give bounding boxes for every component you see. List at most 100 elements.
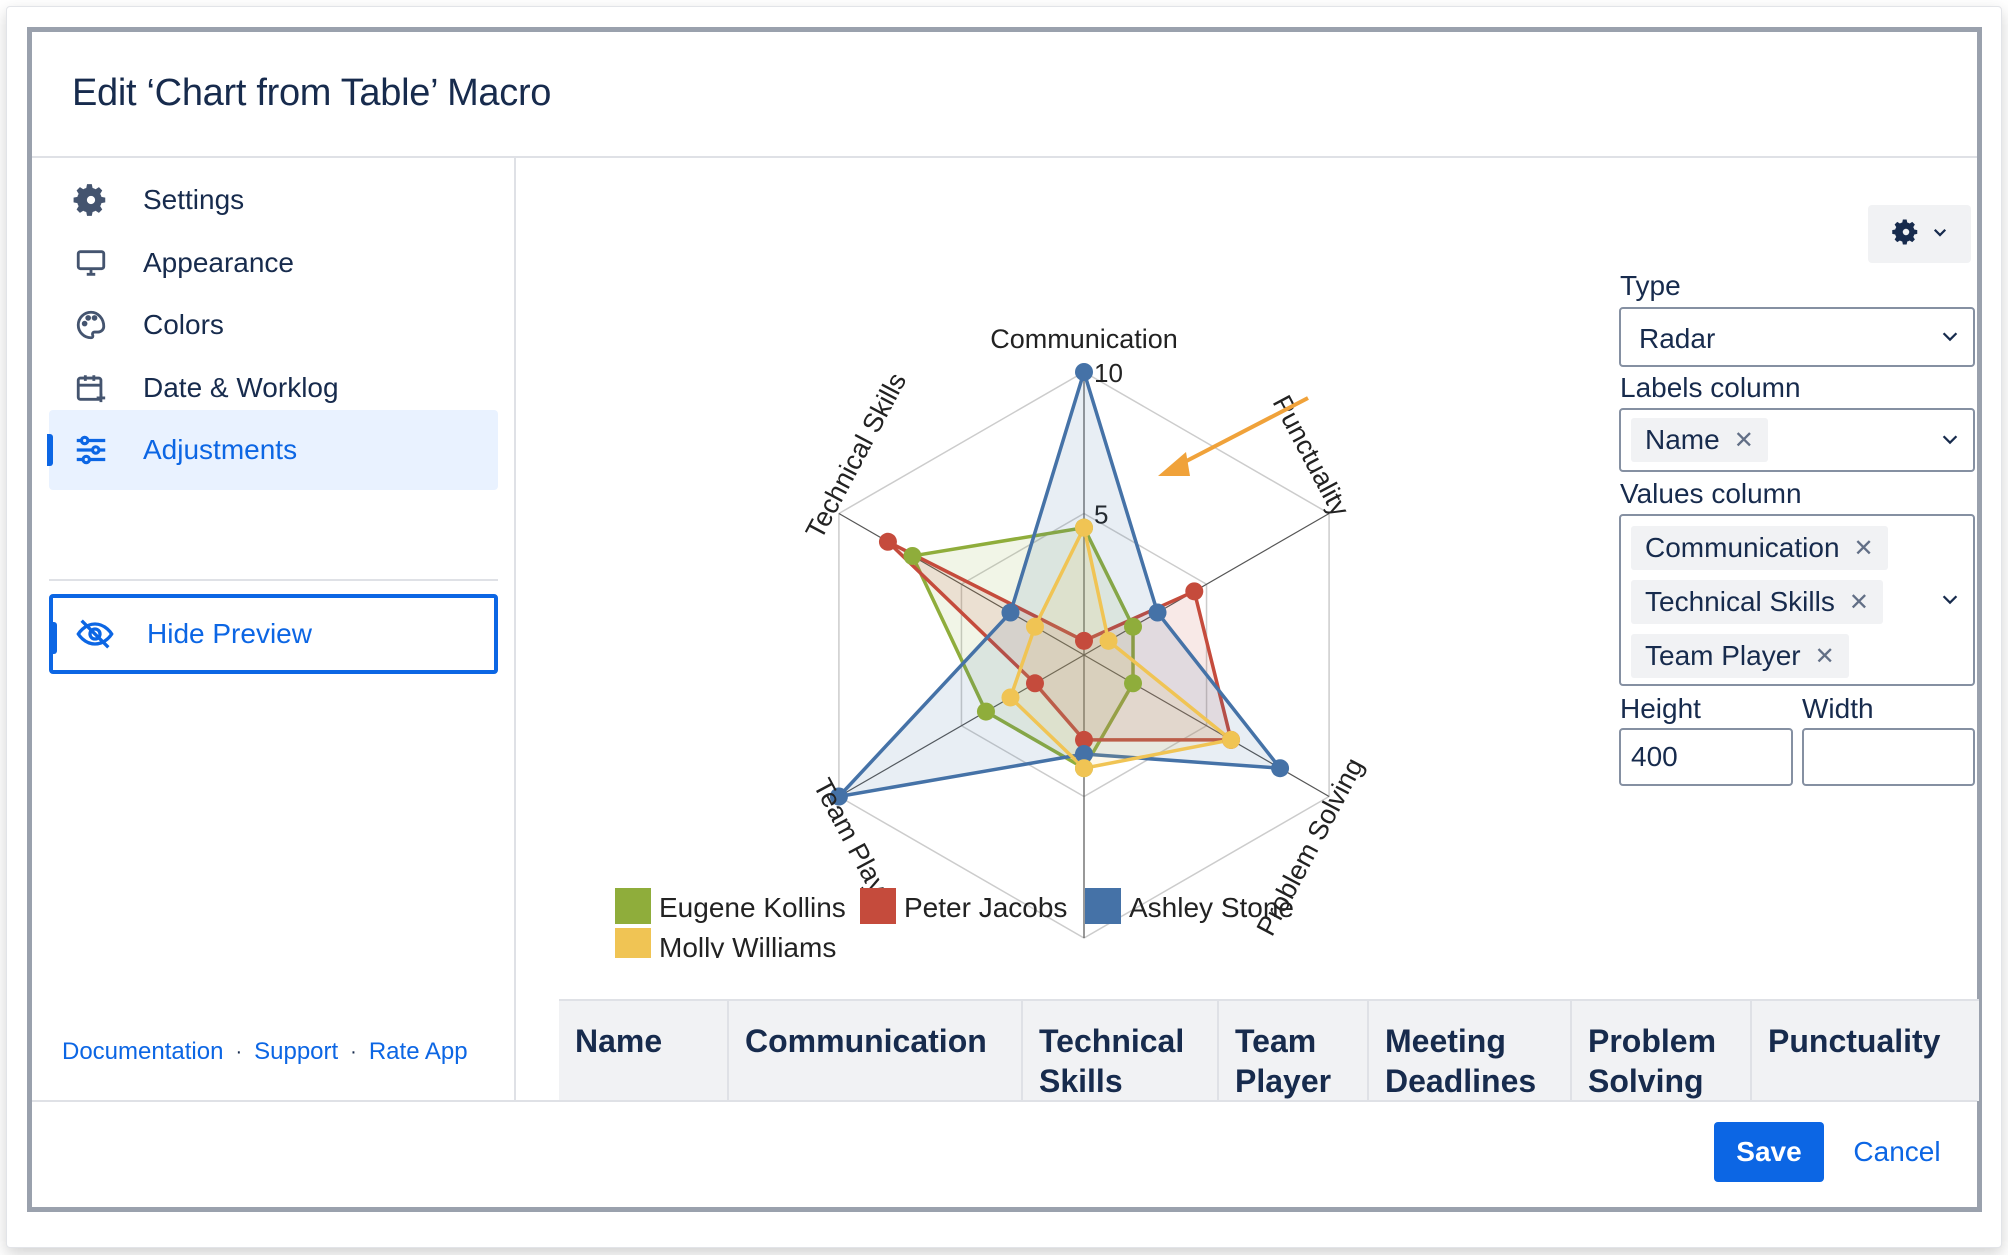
chart-settings-dropdown[interactable] — [1868, 205, 1971, 263]
sidebar-item-settings[interactable]: Settings — [49, 160, 498, 240]
gear-icon — [1891, 217, 1921, 252]
rate-app-link[interactable]: Rate App — [368, 1038, 468, 1065]
data-point — [1124, 617, 1143, 636]
data-point — [976, 702, 995, 721]
monitor-icon — [69, 241, 113, 285]
data-point — [1025, 617, 1044, 636]
tag-label: Name — [1645, 424, 1720, 455]
legend-swatch — [860, 888, 896, 924]
chevron-down-icon — [1939, 428, 1961, 455]
tag-communication: Communication ✕ — [1631, 526, 1888, 570]
axis-label: Communication — [990, 324, 1178, 354]
sidebar-item-date-worklog[interactable]: Date & Worklog — [49, 348, 498, 428]
legend-swatch — [615, 888, 651, 924]
calendar-plus-icon — [69, 366, 113, 410]
legend-label: Molly Williams — [659, 932, 836, 958]
sidebar-item-appearance[interactable]: Appearance — [49, 223, 498, 303]
separator-dot: · — [235, 1040, 243, 1063]
hide-preview-button[interactable]: Hide Preview — [49, 594, 498, 674]
data-point — [878, 532, 897, 551]
data-point — [1075, 363, 1093, 381]
data-point — [1075, 518, 1093, 537]
width-input[interactable] — [1802, 728, 1975, 786]
sliders-icon — [69, 428, 113, 472]
data-point — [1025, 674, 1044, 693]
axis-spoke — [1083, 654, 1330, 798]
labels-column-select[interactable]: Name ✕ — [1619, 408, 1975, 472]
legend-label: Ashley Stone — [1129, 892, 1294, 923]
legend-label: Eugene Kollins — [659, 892, 846, 923]
data-point — [1099, 631, 1118, 650]
tag-label: Technical Skills — [1645, 586, 1835, 617]
close-icon[interactable]: ✕ — [1848, 588, 1869, 616]
table-header-name: Name — [575, 1023, 663, 1059]
gear-icon — [69, 178, 113, 222]
save-button[interactable]: Save — [1714, 1122, 1824, 1182]
chevron-down-icon — [1939, 588, 1961, 615]
data-point — [1185, 582, 1204, 601]
close-icon[interactable]: ✕ — [1733, 426, 1754, 454]
height-label: Height — [1620, 693, 1701, 724]
eye-slash-icon — [73, 612, 117, 656]
table-header-row: Name Communication Technical Skills Team… — [559, 999, 1979, 1101]
type-value: Radar — [1639, 323, 1716, 354]
tag-technical-skills: Technical Skills ✕ — [1631, 580, 1883, 624]
sidebar-item-label: Appearance — [143, 247, 295, 278]
dialog-title: Edit ‘Chart from Table’ Macro — [72, 72, 552, 114]
type-select[interactable]: Radar — [1619, 307, 1975, 367]
support-link[interactable]: Support — [254, 1038, 339, 1065]
data-point — [1148, 603, 1167, 622]
table-header-communication: Communication — [727, 1001, 1021, 1101]
sidebar-divider — [49, 579, 498, 581]
type-label: Type — [1620, 270, 1681, 301]
data-point — [1124, 674, 1143, 693]
axis-spoke — [838, 512, 1085, 656]
dialog-header: Edit ‘Chart from Table’ Macro — [32, 32, 1977, 158]
data-point — [903, 546, 922, 565]
dialog-footer: Save Cancel — [32, 1100, 1977, 1207]
data-point — [1075, 745, 1093, 764]
axis-spoke — [1083, 512, 1330, 656]
annotation-arrowhead — [1158, 452, 1190, 476]
width-label: Width — [1802, 693, 1874, 724]
palette-icon — [69, 303, 113, 347]
documentation-link[interactable]: Documentation — [62, 1038, 224, 1065]
chevron-down-icon — [1931, 223, 1949, 246]
sidebar-item-adjustments[interactable]: Adjustments — [47, 410, 498, 490]
table-header-technical-skills: Technical Skills — [1021, 1001, 1217, 1101]
annotation-arrow — [1172, 396, 1309, 470]
values-column-select[interactable]: Communication ✕ Technical Skills ✕ Team … — [1619, 514, 1975, 686]
cancel-button[interactable]: Cancel — [1853, 1136, 1941, 1167]
height-input[interactable]: 400 — [1619, 728, 1793, 786]
data-point — [1271, 759, 1290, 778]
close-icon[interactable]: ✕ — [1853, 534, 1874, 562]
preview-area: 5 10 Communication Punctuality Problem Solvi… — [518, 158, 1977, 1100]
data-point — [1222, 730, 1241, 749]
axis-label: Punctuality — [1267, 390, 1356, 521]
tag-name: Name ✕ — [1631, 418, 1768, 462]
axis-spoke — [838, 654, 1085, 798]
legend-swatch — [1085, 888, 1121, 924]
sidebar-item-colors[interactable]: Colors — [49, 285, 498, 365]
chevron-down-icon — [1939, 325, 1961, 352]
close-icon[interactable]: ✕ — [1814, 642, 1835, 670]
table-header-problem-solving: Problem Solving — [1570, 1001, 1750, 1101]
height-value: 400 — [1631, 741, 1678, 772]
tag-team-player: Team Player ✕ — [1631, 634, 1849, 678]
tick-label: 10 — [1094, 358, 1123, 388]
legend-label: Peter Jacobs — [904, 892, 1067, 923]
data-point — [1075, 730, 1093, 749]
values-column-label: Values column — [1620, 478, 1802, 509]
separator-dot: · — [350, 1040, 357, 1063]
axis-label: Technical Skills — [800, 368, 912, 544]
footer-links: Documentation · Support · Rate App — [62, 1038, 468, 1066]
tag-label: Communication — [1645, 532, 1840, 563]
sidebar-item-label: Date & Worklog — [143, 372, 339, 403]
tag-label: Team Player — [1645, 640, 1801, 671]
table-header-meeting-deadlines: Meeting Deadlines — [1367, 1001, 1570, 1101]
labels-column-label: Labels column — [1620, 372, 1801, 403]
sidebar-item-label: Settings — [143, 184, 245, 215]
data-point — [1001, 688, 1020, 707]
legend-swatch — [615, 928, 651, 958]
